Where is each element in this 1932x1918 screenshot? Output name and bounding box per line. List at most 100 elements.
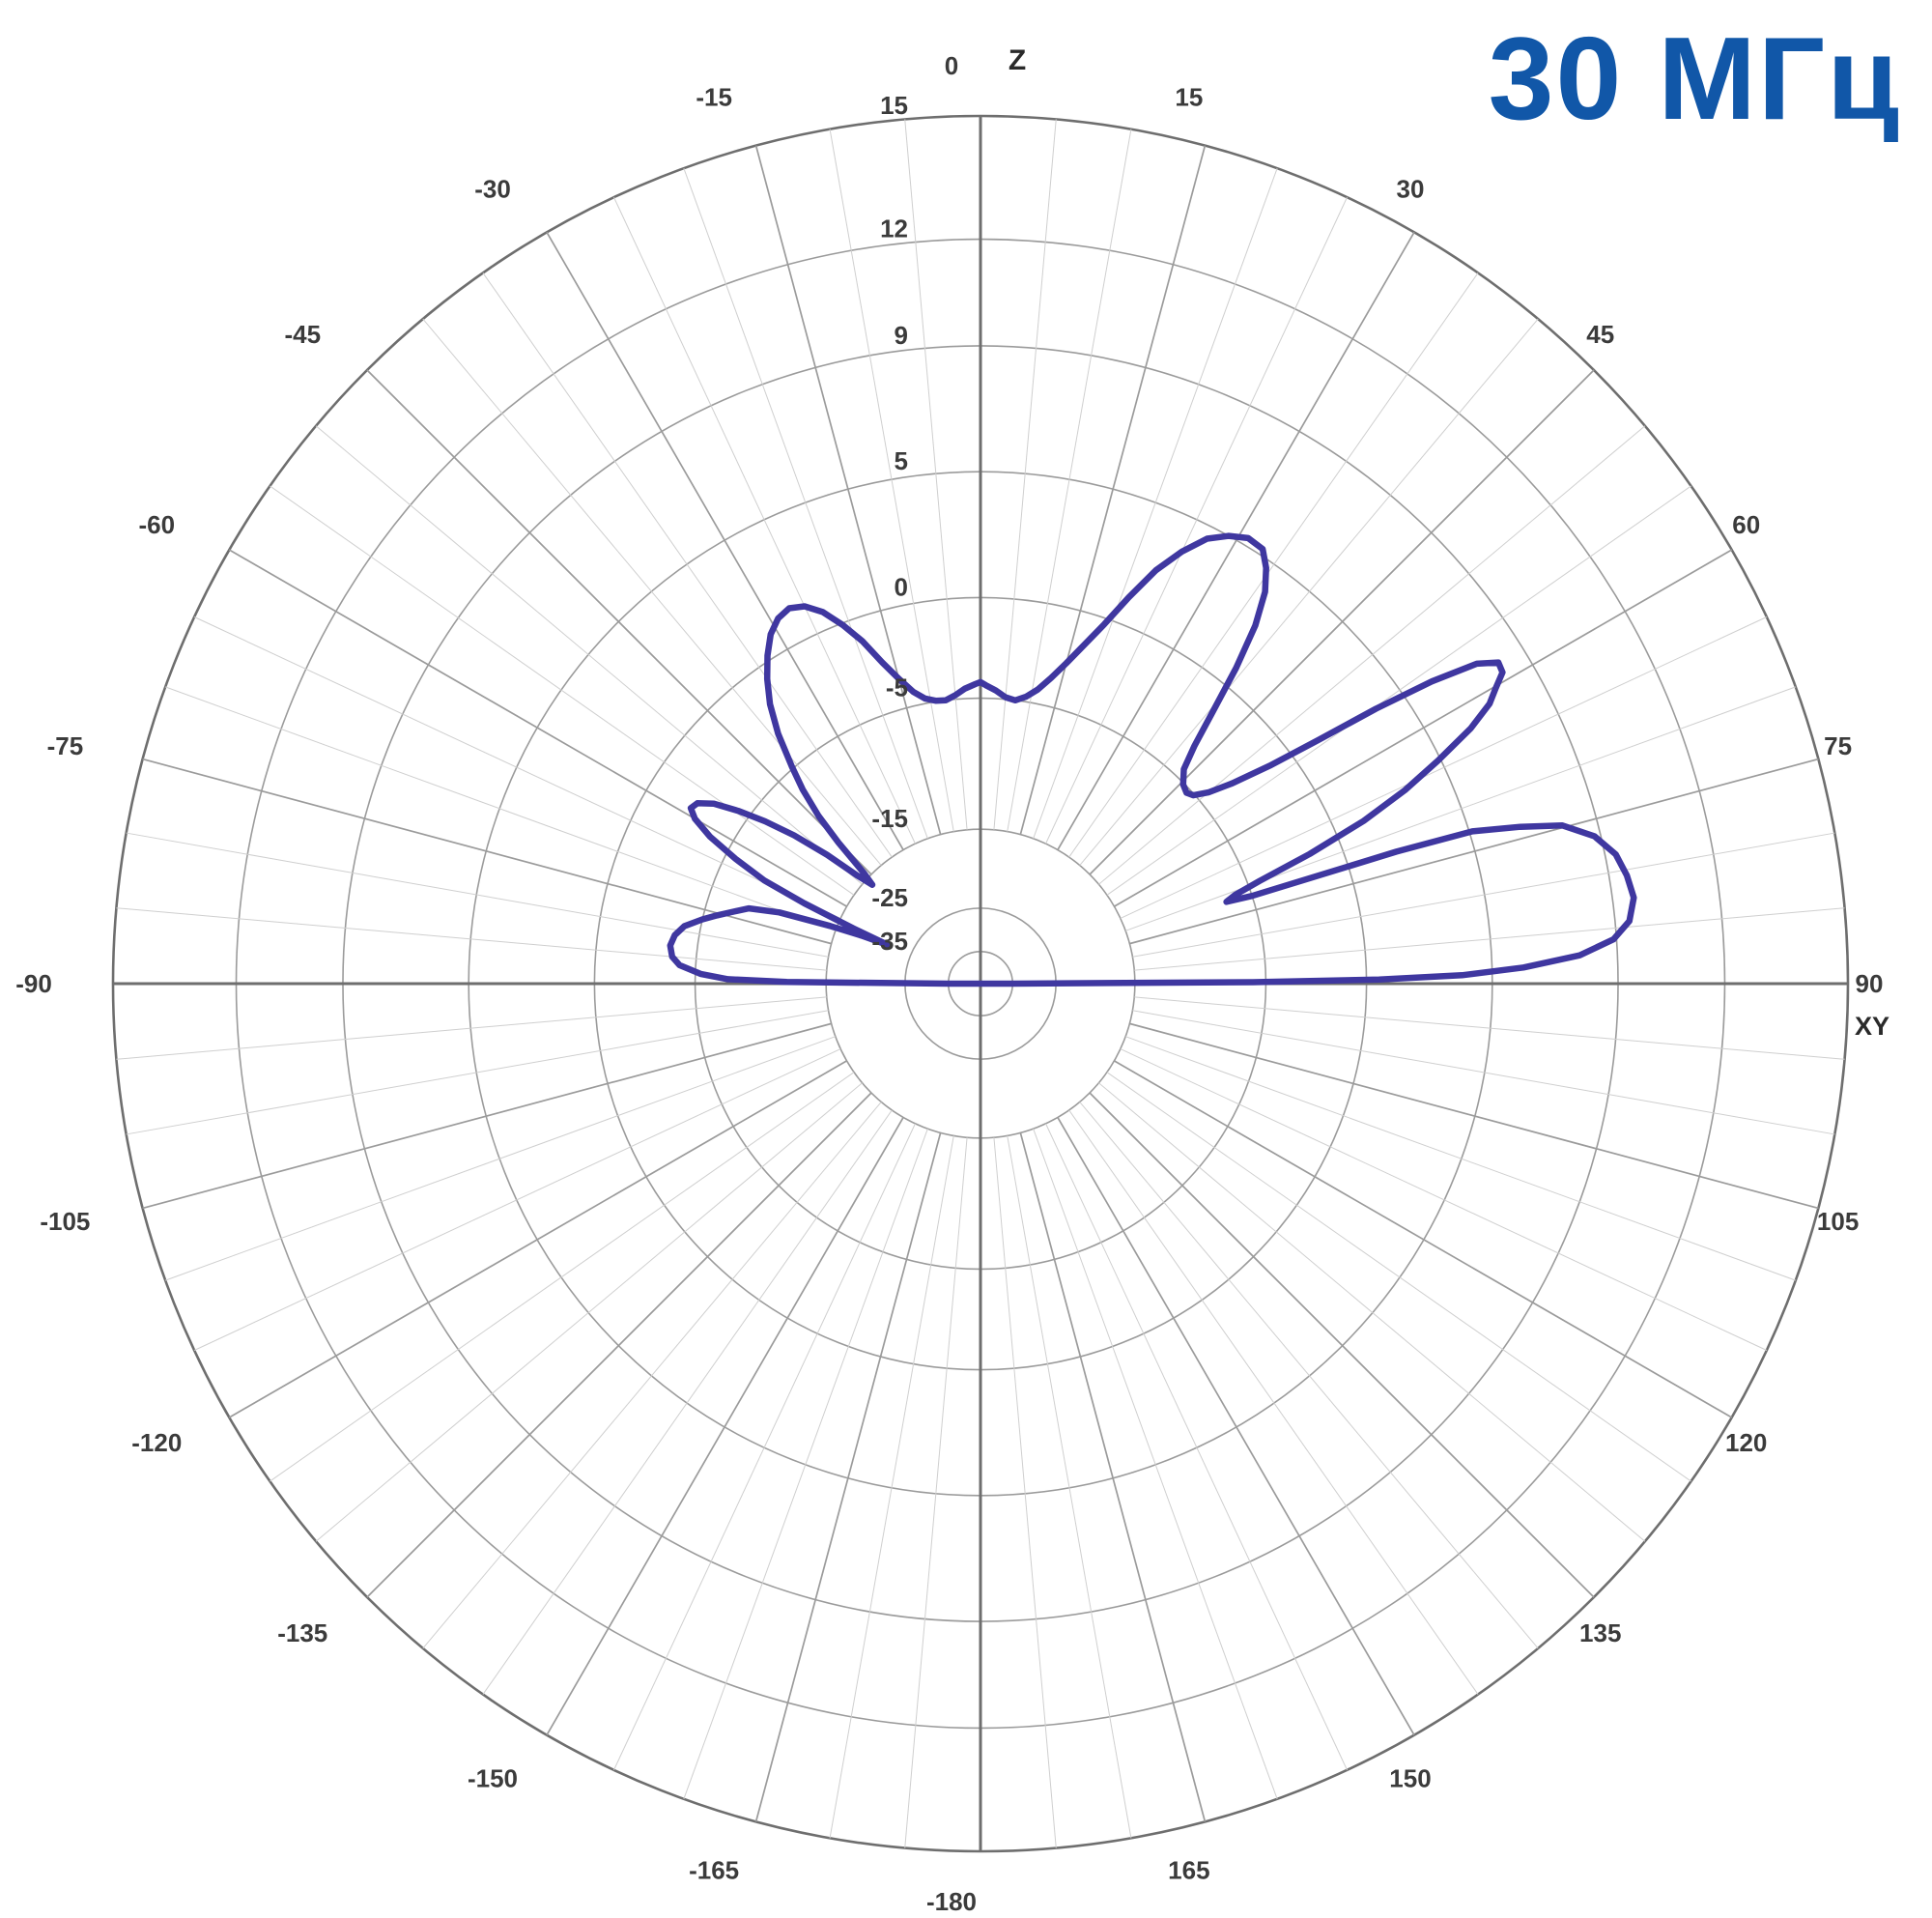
angle-tick-label: 15 <box>1175 82 1203 111</box>
minor-spoke <box>482 272 893 858</box>
radiation-pattern-curve <box>667 532 1637 988</box>
radial-tick-label: -5 <box>886 673 908 702</box>
minor-spoke <box>613 196 916 844</box>
minor-spoke <box>422 1102 882 1649</box>
minor-spoke <box>993 1137 1057 1848</box>
minor-spoke <box>1068 272 1479 858</box>
minor-spoke <box>193 616 841 919</box>
major-spoke <box>546 1117 904 1736</box>
minor-spoke <box>1134 907 1845 971</box>
angle-tick-label: -15 <box>696 82 732 111</box>
minor-spoke <box>422 318 882 866</box>
xy-axis-label: XY <box>1855 1012 1889 1041</box>
major-spoke <box>1114 1060 1733 1418</box>
major-spoke <box>142 1022 832 1210</box>
major-spoke <box>754 1132 942 1822</box>
minor-spoke <box>829 129 954 832</box>
radial-tick-label: -15 <box>871 804 908 833</box>
minor-spoke <box>829 1135 954 1839</box>
angle-tick-label: 60 <box>1732 510 1760 539</box>
radial-tick-label: 12 <box>880 215 908 243</box>
radial-tick-label: 5 <box>895 446 908 475</box>
angle-tick-label: 150 <box>1389 1764 1431 1793</box>
minor-spoke <box>1132 832 1835 958</box>
minor-spoke <box>1106 1072 1691 1482</box>
minor-spoke <box>1106 485 1691 896</box>
angle-tick-label: -120 <box>131 1428 182 1457</box>
angle-tick-label: 30 <box>1397 174 1425 203</box>
minor-spoke <box>1134 996 1845 1060</box>
minor-spoke <box>1079 1102 1539 1649</box>
major-spoke <box>366 1092 872 1598</box>
minor-spoke <box>1098 1082 1646 1542</box>
major-spoke <box>1114 549 1733 907</box>
radial-tick-label: -35 <box>871 927 908 956</box>
minor-spoke <box>683 1129 928 1800</box>
angle-tick-label: -30 <box>474 174 511 203</box>
minor-spoke <box>1068 1109 1479 1695</box>
angle-tick-label: 45 <box>1586 320 1614 349</box>
minor-spoke <box>1045 1123 1348 1771</box>
minor-spoke <box>993 119 1057 830</box>
angle-tick-label: 135 <box>1579 1618 1621 1647</box>
angle-tick-label: 75 <box>1824 731 1852 760</box>
radial-tick-label: 15 <box>880 91 908 120</box>
minor-spoke <box>1120 616 1768 919</box>
major-spoke <box>1129 758 1819 945</box>
minor-spoke <box>193 1048 841 1351</box>
angle-tick-label: -105 <box>40 1207 90 1236</box>
angle-tick-label: -45 <box>284 320 321 349</box>
minor-spoke <box>116 996 827 1060</box>
major-spoke <box>366 369 872 875</box>
major-spoke <box>546 231 904 850</box>
angle-tick-label: -135 <box>277 1618 327 1647</box>
minor-spoke <box>1079 318 1539 866</box>
major-spoke <box>1129 1022 1819 1210</box>
z-axis-label: Z <box>1009 44 1026 76</box>
minor-spoke <box>904 119 968 830</box>
minor-spoke <box>1125 686 1797 931</box>
major-spoke <box>1019 1132 1207 1822</box>
minor-spoke <box>1007 1135 1132 1839</box>
major-spoke <box>228 549 847 907</box>
major-spoke <box>754 145 942 835</box>
minor-spoke <box>270 1072 855 1482</box>
angle-tick-label: 165 <box>1168 1856 1209 1885</box>
minor-spoke <box>904 1137 968 1848</box>
minor-spoke <box>1007 129 1132 832</box>
radial-tick-label: 9 <box>895 321 908 350</box>
major-spoke <box>1019 145 1207 835</box>
plot-title: 30 МГц <box>1488 13 1901 144</box>
major-spoke <box>1057 1117 1415 1736</box>
minor-spoke <box>1033 167 1278 839</box>
minor-spoke <box>126 832 829 958</box>
major-spoke <box>1089 369 1595 875</box>
minor-spoke <box>126 1010 829 1135</box>
angle-tick-label: 90 <box>1856 969 1884 998</box>
angle-tick-label: -180 <box>926 1887 977 1916</box>
minor-spoke <box>164 686 836 931</box>
minor-spoke <box>1033 1129 1278 1800</box>
minor-spoke <box>1120 1048 1768 1351</box>
minor-spoke <box>315 1082 863 1542</box>
major-spoke <box>1057 231 1415 850</box>
radial-tick-label: -25 <box>871 883 908 912</box>
minor-spoke <box>116 907 827 971</box>
minor-spoke <box>270 485 855 896</box>
minor-spoke <box>683 167 928 839</box>
minor-spoke <box>1045 196 1348 844</box>
minor-spoke <box>315 425 863 885</box>
minor-spoke <box>1098 425 1646 885</box>
minor-spoke <box>1132 1010 1835 1135</box>
angle-tick-label: -75 <box>47 731 84 760</box>
angle-tick-label: -150 <box>468 1764 518 1793</box>
major-spoke <box>1089 1092 1595 1598</box>
angle-tick-label: 0 <box>945 51 958 80</box>
minor-spoke <box>1125 1036 1797 1281</box>
minor-spoke <box>164 1036 836 1281</box>
major-spoke <box>228 1060 847 1418</box>
radial-tick-label: 0 <box>895 572 908 601</box>
minor-spoke <box>482 1109 893 1695</box>
